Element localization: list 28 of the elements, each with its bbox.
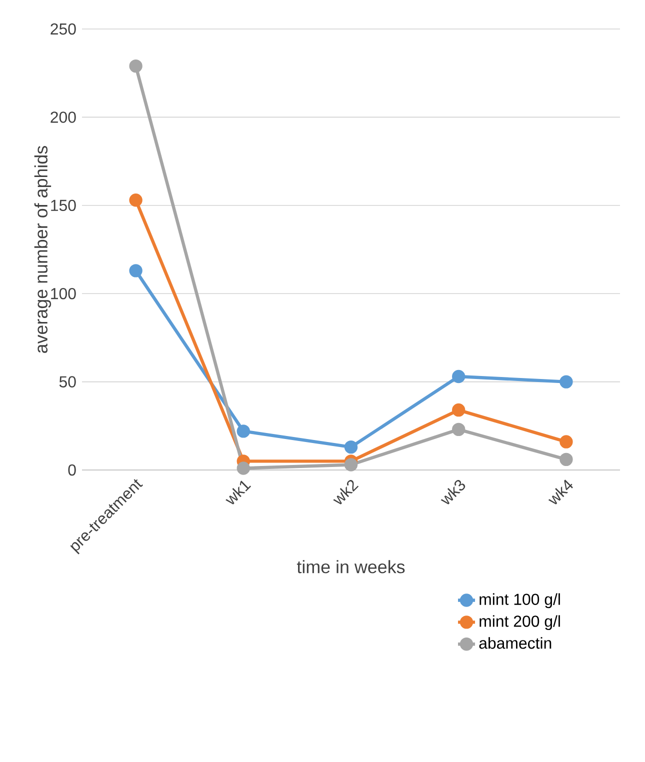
- x-tick-label: wk2: [333, 480, 359, 504]
- legend-label: mint 200 g/l: [480, 615, 560, 630]
- point: [560, 435, 573, 448]
- y-tick-label: 100: [51, 288, 76, 300]
- point: [236, 424, 250, 438]
- legend-label: abamectin: [479, 637, 552, 649]
- y-tick-label: 150: [51, 200, 76, 212]
- x-tick-label: wk4: [548, 480, 573, 504]
- x-tick-label: wk1: [226, 480, 252, 504]
- point: [560, 375, 573, 388]
- point: [129, 194, 142, 207]
- point: [452, 422, 466, 436]
- point: [236, 462, 250, 475]
- x-tick-label: wk3: [440, 480, 466, 504]
- point: [344, 458, 358, 472]
- legend-label: mint 100 g/l: [480, 593, 560, 608]
- point: [129, 264, 142, 278]
- point: [129, 59, 142, 73]
- point: [560, 452, 573, 466]
- y-tick-label: 200: [50, 112, 76, 123]
- point: [452, 403, 466, 417]
- y-axis-title: average number of aphids: [34, 146, 52, 353]
- y-tick-label: 0: [68, 464, 76, 476]
- y-tick-label: 50: [59, 376, 76, 388]
- point: [452, 370, 466, 384]
- x-axis-title: time in weeks: [296, 560, 405, 574]
- point: [344, 440, 358, 454]
- y-tick-label: 250: [50, 23, 76, 35]
